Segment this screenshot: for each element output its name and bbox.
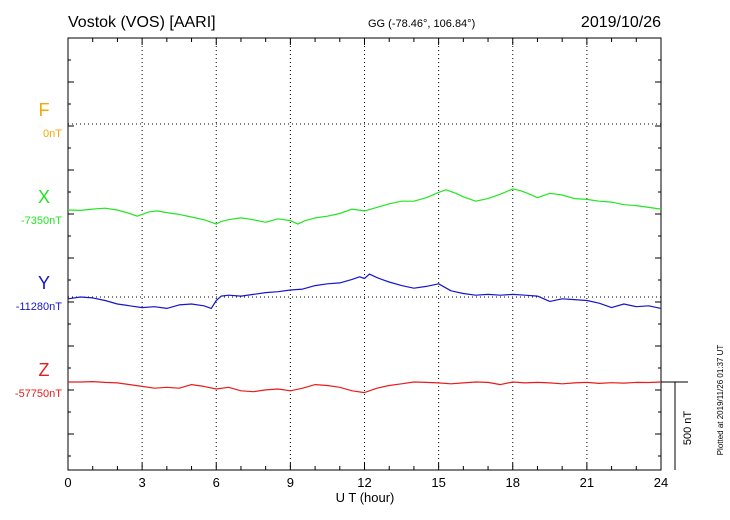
baseline-label-z: -57750nT bbox=[15, 388, 62, 400]
x-tick-label: 9 bbox=[287, 475, 294, 490]
x-axis-title: U T (hour) bbox=[336, 490, 395, 505]
grid-lines bbox=[68, 38, 661, 470]
scale-bar-label: 500 nT bbox=[682, 411, 694, 446]
component-labels: F 0nT X -7350nT Y -11280nT Z -57750nT bbox=[15, 100, 62, 400]
x-tick-label: 0 bbox=[64, 475, 71, 490]
plot-date: 2019/10/26 bbox=[581, 14, 661, 31]
x-tick-label: 21 bbox=[580, 475, 594, 490]
baseline-label-x: -7350nT bbox=[21, 215, 62, 227]
component-label-f: F bbox=[39, 100, 50, 120]
x-tick-labels: 0 3 6 9 12 15 18 21 24 bbox=[64, 475, 668, 490]
axis-ticks bbox=[67, 37, 662, 470]
component-label-y: Y bbox=[38, 273, 50, 293]
x-tick-label: 3 bbox=[139, 475, 146, 490]
station-coordinates: GG (-78.46°, 106.84°) bbox=[368, 18, 475, 30]
baseline-label-f: 0nT bbox=[43, 128, 62, 140]
station-title: Vostok (VOS) [AARI] bbox=[68, 14, 216, 31]
x-tick-label: 12 bbox=[357, 475, 371, 490]
plotted-timestamp: Plotted at 2019/11/26 01:37 UT bbox=[716, 345, 725, 456]
series-y bbox=[67, 273, 662, 309]
x-tick-label: 15 bbox=[431, 475, 445, 490]
x-tick-label: 6 bbox=[213, 475, 220, 490]
x-tick-label: 24 bbox=[654, 475, 668, 490]
series-z bbox=[68, 381, 662, 394]
component-label-x: X bbox=[38, 187, 50, 207]
component-label-z: Z bbox=[39, 360, 50, 380]
component-series bbox=[67, 188, 662, 394]
series-x bbox=[67, 188, 662, 225]
baseline-label-y: -11280nT bbox=[16, 301, 63, 313]
x-tick-label: 18 bbox=[506, 475, 520, 490]
